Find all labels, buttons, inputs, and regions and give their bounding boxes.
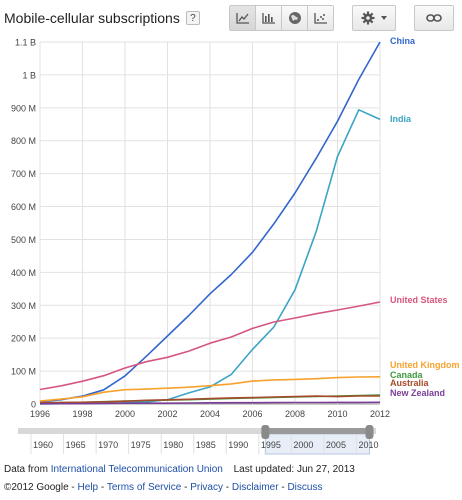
series-line-united-states[interactable]: [39, 301, 381, 391]
x-tick-label: 2000: [115, 409, 135, 419]
series-label[interactable]: New Zealand: [390, 388, 445, 398]
x-tick-label: 2008: [285, 409, 305, 419]
navigator-right-handle[interactable]: [365, 425, 374, 439]
navigator-label: 2010: [358, 440, 378, 450]
navigator-label: 1970: [98, 440, 118, 450]
bar-chart-button[interactable]: [255, 5, 282, 31]
y-tick-label: 0: [31, 400, 36, 410]
navigator-label: 1960: [33, 440, 53, 450]
y-tick-label: 700 M: [11, 169, 36, 179]
line-chart-button[interactable]: [229, 5, 256, 31]
y-tick-label: 900 M: [11, 103, 36, 113]
source-line: Data from International Telecommunicatio…: [4, 464, 355, 475]
terms-link[interactable]: Terms of Service: [106, 482, 182, 493]
series-line-united-kingdom[interactable]: [39, 376, 381, 402]
navigator-label: 1990: [228, 440, 248, 450]
navigator-track: [18, 428, 376, 434]
gear-icon: [361, 11, 375, 25]
navigator-selected-range[interactable]: [265, 428, 370, 434]
navigator-label: 1985: [196, 440, 216, 450]
discuss-link[interactable]: Discuss: [287, 482, 323, 493]
series-lines: [39, 41, 381, 405]
y-tick-label: 1.1 B: [15, 38, 36, 48]
settings-button[interactable]: [352, 5, 396, 31]
series-end-labels: China India United States United KingdomCan…: [390, 36, 460, 398]
x-tick-label: 2004: [200, 409, 220, 419]
time-range-navigator[interactable]: 1960 1965 1970 1975 1980 1985 1990 1995 2000 2005…: [0, 424, 462, 464]
y-tick-label: 400 M: [11, 268, 36, 278]
scatter-chart-button[interactable]: [307, 5, 334, 31]
x-tick-label: 2002: [157, 409, 177, 419]
series-label[interactable]: India: [390, 114, 412, 124]
source-link[interactable]: International Telecommunication Union: [50, 464, 223, 475]
navigator-label: 1975: [131, 440, 151, 450]
y-tick-label: 500 M: [11, 235, 36, 245]
help-link[interactable]: Help: [77, 482, 99, 493]
navigator-left-handle[interactable]: [261, 425, 270, 439]
y-axis-labels: 0 100 M 200 M 300 M 400 M 500 M 600 M 700 M 800 …: [11, 38, 36, 410]
y-tick-label: 300 M: [11, 301, 36, 311]
disclaimer-link[interactable]: Disclaimer: [231, 482, 279, 493]
link-button[interactable]: [414, 5, 454, 31]
page-title: Mobile-cellular subscriptions: [4, 10, 180, 26]
navigator-label: 1965: [66, 440, 86, 450]
link-icon: [426, 14, 442, 22]
source-prefix: Data from: [4, 464, 48, 475]
navigator-label: 1980: [163, 440, 183, 450]
navigator-label: 2000: [293, 440, 313, 450]
copyright: ©2012 Google: [4, 482, 69, 493]
last-updated: Last updated: Jun 27, 2013: [233, 464, 355, 475]
x-tick-label: 1998: [72, 409, 92, 419]
scatter-chart-icon: [313, 13, 327, 24]
privacy-link[interactable]: Privacy: [190, 482, 223, 493]
x-tick-label: 2010: [327, 409, 347, 419]
line-chart-icon: [235, 13, 249, 24]
series-label[interactable]: Canada: [390, 370, 424, 380]
bar-chart-icon: [261, 13, 275, 24]
x-tick-label: 2012: [370, 409, 390, 419]
series-line-australia[interactable]: [39, 395, 380, 404]
series-label[interactable]: United States: [390, 295, 448, 305]
series-line-new-zealand[interactable]: [39, 401, 381, 405]
x-axis-labels: 1996 1998 2000 2002 2004 2006 2008 2010 2012: [30, 409, 390, 419]
toolbar: [229, 4, 454, 32]
chart-grid: [39, 41, 381, 405]
y-tick-label: 600 M: [11, 202, 36, 212]
y-tick-label: 1 B: [22, 70, 36, 80]
navigator-label: 2005: [326, 440, 346, 450]
footer: ©2012 Google - Help - Terms of Service -…: [4, 482, 323, 493]
y-tick-label: 100 M: [11, 367, 36, 377]
x-tick-label: 1996: [30, 409, 50, 419]
title-row: Mobile-cellular subscriptions ?: [4, 8, 200, 28]
chevron-down-icon: [381, 16, 387, 20]
series-line-china[interactable]: [39, 41, 381, 403]
globe-icon: [288, 12, 301, 24]
x-tick-label: 2006: [242, 409, 262, 419]
navigator-label: 1995: [261, 440, 281, 450]
map-button[interactable]: [281, 5, 308, 31]
help-button[interactable]: ?: [185, 11, 200, 25]
series-label[interactable]: United Kingdom: [390, 360, 460, 370]
series-label[interactable]: China: [390, 36, 416, 46]
y-tick-label: 800 M: [11, 136, 36, 146]
navigator-selection[interactable]: [264, 433, 370, 455]
y-tick-label: 200 M: [11, 334, 36, 344]
line-chart: 0 100 M 200 M 300 M 400 M 500 M 600 M 700 M 800 …: [11, 36, 460, 419]
series-label[interactable]: Australia: [390, 378, 430, 388]
